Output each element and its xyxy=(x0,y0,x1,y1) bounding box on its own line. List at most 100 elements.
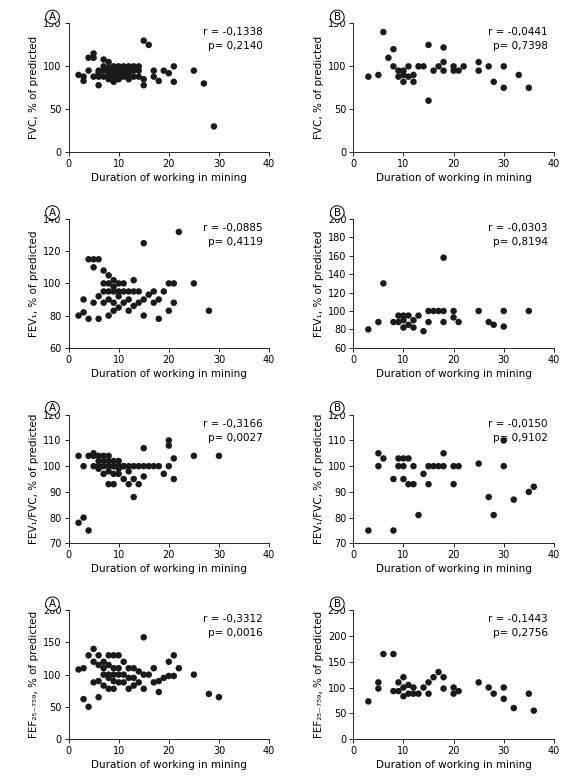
Point xyxy=(164,460,174,472)
Point xyxy=(399,671,408,683)
Point xyxy=(139,631,148,644)
Point xyxy=(129,460,138,472)
Point xyxy=(129,680,138,692)
Point xyxy=(174,662,183,674)
Point xyxy=(424,38,433,51)
Point xyxy=(399,76,408,88)
Point xyxy=(119,473,128,486)
Point xyxy=(99,655,108,668)
Point xyxy=(374,316,383,328)
Point xyxy=(109,296,118,309)
Point xyxy=(79,306,88,318)
Point xyxy=(79,70,88,83)
Point xyxy=(399,64,408,77)
Point xyxy=(114,676,123,689)
Point xyxy=(199,77,208,90)
Point xyxy=(394,452,403,465)
Point xyxy=(394,64,403,77)
Point xyxy=(134,285,143,298)
Point xyxy=(159,672,168,684)
Point xyxy=(454,460,463,472)
Point xyxy=(89,296,98,309)
Point xyxy=(449,305,458,317)
Point xyxy=(109,304,118,317)
Point xyxy=(144,38,153,51)
Point xyxy=(114,73,123,85)
Point xyxy=(429,305,438,317)
Point xyxy=(449,60,458,73)
Point xyxy=(124,683,133,695)
Point xyxy=(89,52,98,64)
Point xyxy=(419,325,428,338)
Point xyxy=(79,75,88,88)
Point xyxy=(439,316,448,328)
Point xyxy=(89,460,98,472)
Point xyxy=(104,658,113,671)
Point xyxy=(149,70,158,83)
Point xyxy=(439,447,448,460)
Point xyxy=(89,655,98,668)
Point xyxy=(389,43,398,56)
Point xyxy=(94,460,103,472)
Text: A: A xyxy=(49,404,56,413)
Point xyxy=(394,70,403,83)
Point xyxy=(114,455,123,468)
Point xyxy=(104,285,113,298)
Point xyxy=(109,67,118,80)
Point xyxy=(169,296,178,309)
Point xyxy=(134,70,143,83)
Point xyxy=(484,60,493,73)
Point xyxy=(99,264,108,277)
Point xyxy=(124,293,133,306)
Point xyxy=(164,655,174,668)
Point xyxy=(89,261,98,274)
Point xyxy=(124,662,133,674)
Point xyxy=(389,316,398,328)
Point xyxy=(364,695,373,708)
Point xyxy=(204,687,214,700)
Point xyxy=(429,671,438,683)
Point xyxy=(474,56,483,68)
Point xyxy=(109,455,118,468)
Point xyxy=(439,682,448,694)
Point xyxy=(404,60,413,73)
Point xyxy=(394,310,403,322)
Point xyxy=(499,681,508,694)
Point xyxy=(154,313,163,325)
Point xyxy=(409,478,418,490)
Point xyxy=(414,60,423,73)
Point xyxy=(190,64,199,77)
Point xyxy=(489,509,498,522)
Point xyxy=(399,314,408,326)
Point xyxy=(89,253,98,266)
Point xyxy=(139,310,148,322)
Point xyxy=(94,253,103,266)
Point xyxy=(114,301,123,314)
Point xyxy=(509,493,518,506)
Point xyxy=(124,64,133,77)
Point xyxy=(119,296,128,309)
Point xyxy=(439,41,448,54)
Point xyxy=(99,60,108,73)
Point xyxy=(214,450,223,462)
Point xyxy=(139,34,148,47)
Point xyxy=(409,321,418,334)
Point xyxy=(474,457,483,470)
Point xyxy=(104,649,113,662)
Point xyxy=(144,669,153,681)
Point xyxy=(429,64,438,77)
Point xyxy=(114,460,123,472)
Point xyxy=(104,672,113,684)
Point xyxy=(129,300,138,312)
Point xyxy=(404,452,413,465)
Point xyxy=(114,649,123,662)
Point xyxy=(94,450,103,462)
X-axis label: Duration of working in mining: Duration of working in mining xyxy=(91,174,247,183)
Point xyxy=(99,662,108,674)
Point xyxy=(169,60,178,73)
Point xyxy=(499,60,508,73)
Point xyxy=(139,683,148,695)
X-axis label: Duration of working in mining: Duration of working in mining xyxy=(376,369,532,378)
Point xyxy=(119,64,128,77)
Point xyxy=(454,64,463,77)
